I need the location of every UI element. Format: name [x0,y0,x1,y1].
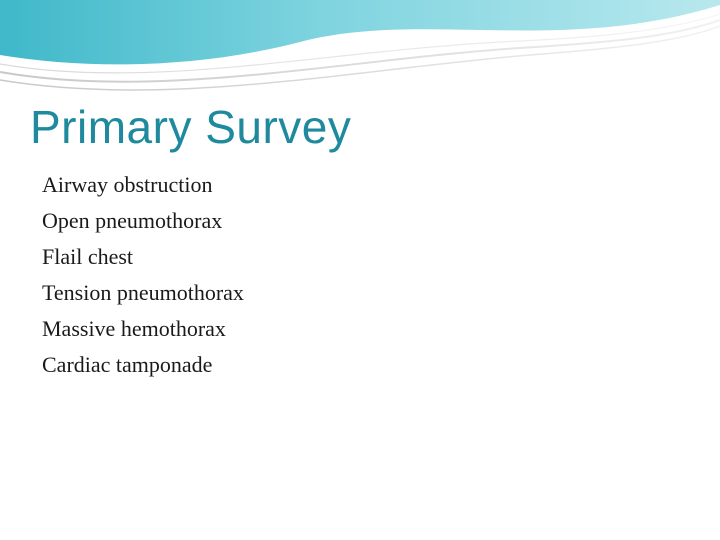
slide-title: Primary Survey [30,100,690,154]
list-item: Open pneumothorax [42,208,690,234]
item-list: Airway obstruction Open pneumothorax Fla… [30,172,690,378]
list-item: Flail chest [42,244,690,270]
list-item: Tension pneumothorax [42,280,690,306]
list-item: Cardiac tamponade [42,352,690,378]
list-item: Massive hemothorax [42,316,690,342]
list-item: Airway obstruction [42,172,690,198]
slide-content: Primary Survey Airway obstruction Open p… [0,0,720,540]
